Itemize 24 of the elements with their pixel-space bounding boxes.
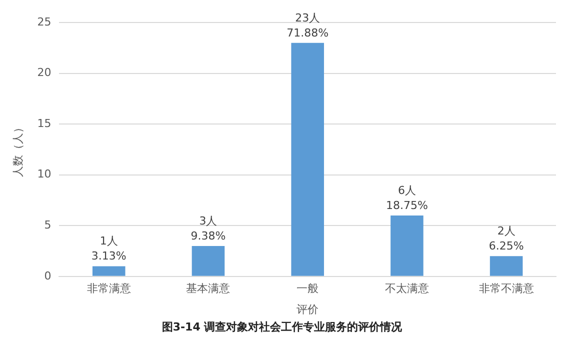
- data-label: 6人 18.75%: [386, 184, 428, 212]
- bar: [291, 42, 324, 276]
- data-label: 2人 6.25%: [488, 224, 524, 252]
- y-tick-label: 5: [44, 218, 52, 232]
- x-tick-label: 不太满意: [384, 282, 429, 295]
- y-tick-label: 15: [37, 116, 52, 130]
- y-tick-label: 25: [37, 15, 52, 28]
- bar: [92, 266, 126, 276]
- data-label: 1人 3.13%: [91, 234, 126, 263]
- y-tick-label: 0: [44, 269, 52, 282]
- x-axis-title: 评价: [296, 303, 319, 316]
- bar: [390, 215, 424, 276]
- x-tick-label: 非常不满意: [478, 282, 534, 295]
- text: 图3-14 调查对象对社会工作专业服务的评价情况: [162, 320, 404, 334]
- bar: [490, 256, 523, 276]
- y-tick-label: 20: [37, 66, 52, 80]
- bar: [192, 246, 225, 276]
- x-tick-label: 非常满意: [86, 282, 131, 295]
- y-tick-label: 10: [37, 168, 52, 181]
- x-tick-label: 基本满意: [186, 282, 230, 295]
- data-label: 3人 9.38%: [190, 214, 226, 242]
- x-tick-label: 一般: [296, 282, 319, 295]
- data-label: 23人 71.88%: [286, 11, 329, 40]
- y-axis-title: 人数（人）: [11, 122, 24, 177]
